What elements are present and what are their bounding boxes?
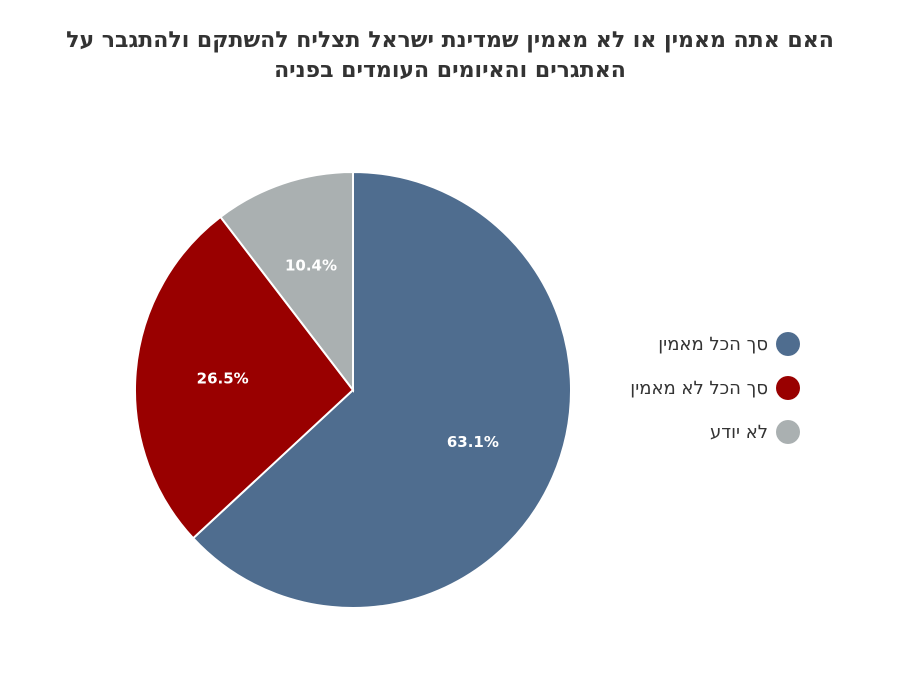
pie-label-dont-know: 10.4% (285, 257, 337, 275)
pie-slice-non-believer[interactable] (134, 215, 355, 540)
pie-slice-dont-know[interactable] (219, 170, 354, 393)
pie-label-believer: 63.1% (447, 433, 499, 451)
legend-item-dont-know[interactable]: לא יודע (600, 416, 800, 448)
legend-label-believer: סך הכל מאמין (658, 333, 768, 355)
legend-item-non-believer[interactable]: סך הכל לא מאמין (600, 372, 800, 404)
legend-item-believer[interactable]: סך הכל מאמין (600, 328, 800, 360)
legend: סך הכל מאמין סך הכל לא מאמין לא יודע (600, 328, 800, 460)
legend-swatch-non-believer (776, 376, 800, 400)
pie-slice-believer[interactable] (191, 170, 572, 609)
legend-label-non-believer: סך הכל לא מאמין (630, 377, 768, 399)
legend-swatch-dont-know (776, 420, 800, 444)
chart-title: האם אתה מאמין או לא מאמין שמדינת ישראל ת… (20, 26, 880, 86)
pie-label-non-believer: 26.5% (197, 369, 249, 387)
legend-swatch-believer (776, 332, 800, 356)
chart-title-line-1: האם אתה מאמין או לא מאמין שמדינת ישראל ת… (66, 28, 834, 53)
legend-label-dont-know: לא יודע (709, 421, 768, 443)
chart-title-line-2: האתגרים והאיומים העומדים בפניה (274, 58, 626, 83)
